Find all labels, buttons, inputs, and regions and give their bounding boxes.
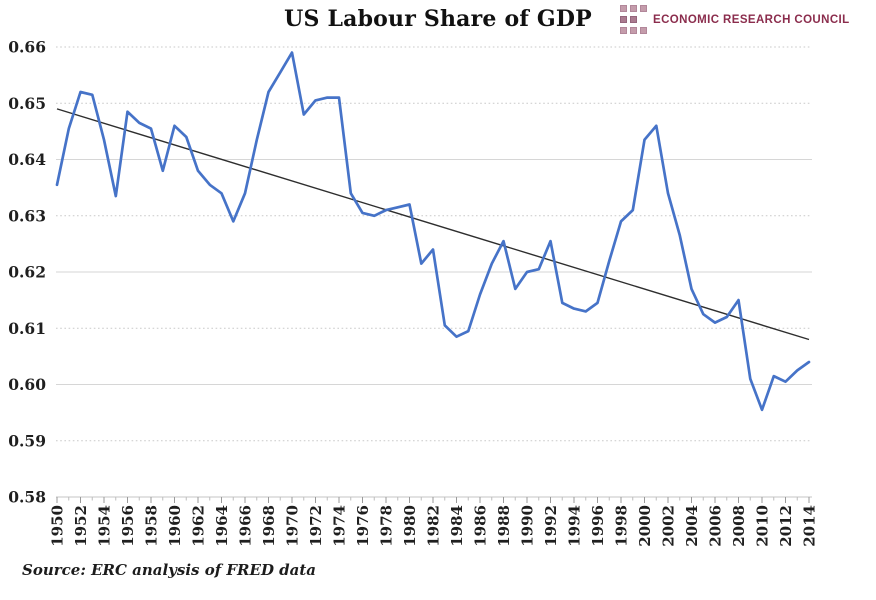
logo-square xyxy=(620,27,627,34)
x-axis-label: 1982 xyxy=(425,505,443,547)
x-axis-label: 1994 xyxy=(566,505,584,547)
trend-line xyxy=(56,108,810,341)
logo-square xyxy=(630,5,637,12)
y-axis-label: 0.65 xyxy=(8,94,46,113)
x-axis-label: 1964 xyxy=(213,505,231,547)
logo-square xyxy=(630,27,637,34)
x-axis-label: 1986 xyxy=(472,505,490,547)
y-axis-label: 0.62 xyxy=(8,263,46,282)
x-axis-label: 1984 xyxy=(448,505,466,547)
x-axis-label: 1960 xyxy=(166,505,184,547)
x-axis-label: 1962 xyxy=(190,505,208,547)
x-axis-label: 2004 xyxy=(683,505,701,547)
y-axis-label: 0.59 xyxy=(8,431,46,450)
x-axis-label: 2006 xyxy=(707,505,725,547)
y-axis-label: 0.58 xyxy=(8,488,46,507)
x-axis-label: 1952 xyxy=(72,505,90,547)
x-axis-label: 2000 xyxy=(636,505,654,547)
x-axis-label: 2012 xyxy=(777,505,795,547)
logo-square xyxy=(640,27,647,34)
x-axis-label: 1966 xyxy=(237,505,255,547)
x-axis-label: 1954 xyxy=(96,505,114,547)
labour-share-line xyxy=(55,51,811,412)
y-axis-label: 0.63 xyxy=(8,206,46,225)
x-axis-label: 1988 xyxy=(495,505,513,547)
y-axis-label: 0.66 xyxy=(8,38,46,57)
logo-square xyxy=(620,16,627,23)
y-axis-label: 0.60 xyxy=(8,375,46,394)
x-axis-label: 1978 xyxy=(378,505,396,547)
x-axis-label: 1972 xyxy=(307,505,325,547)
y-axis-label: 0.64 xyxy=(8,150,46,169)
x-axis-label: 1970 xyxy=(284,505,302,547)
x-axis-label: 1956 xyxy=(119,505,137,547)
x-axis-label: 2002 xyxy=(660,505,678,547)
x-axis-label: 1998 xyxy=(613,505,631,547)
y-axis-label: 0.61 xyxy=(8,319,46,338)
x-axis-label: 1968 xyxy=(260,505,278,547)
x-axis-label: 1958 xyxy=(143,505,161,547)
x-axis-label: 1980 xyxy=(401,505,419,547)
x-axis-label: 2008 xyxy=(730,505,748,547)
x-axis-label: 1996 xyxy=(589,505,607,547)
logo-square xyxy=(640,5,647,12)
logo-text: ECONOMIC RESEARCH COUNCIL xyxy=(653,14,850,26)
logo-square xyxy=(630,16,637,23)
x-axis-label: 2010 xyxy=(754,505,772,547)
logo-square xyxy=(620,5,627,12)
logo-grid-icon xyxy=(620,5,648,34)
x-axis-label: 1950 xyxy=(49,505,67,547)
x-axis-label: 2014 xyxy=(801,505,819,547)
page-title: US Labour Share of GDP xyxy=(284,6,592,32)
source-note: Source: ERC analysis of FRED data xyxy=(22,561,317,579)
x-axis-label: 1990 xyxy=(519,505,537,547)
x-axis-label: 1974 xyxy=(331,505,349,547)
x-axis-label: 1976 xyxy=(354,505,372,547)
x-axis-label: 1992 xyxy=(542,505,560,547)
